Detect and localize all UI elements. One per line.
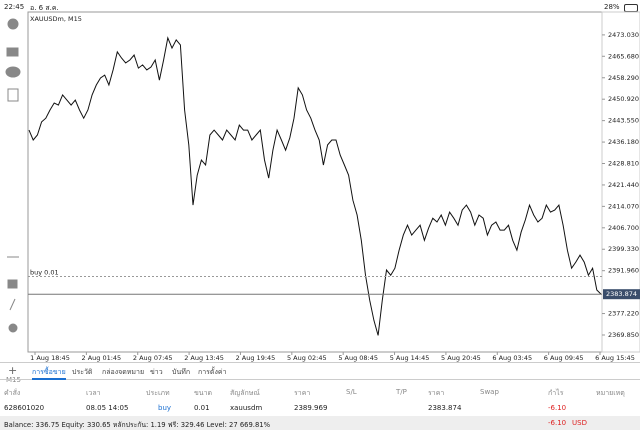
- chat-icon[interactable]: [5, 66, 21, 78]
- y-tick-label: 2465.680: [608, 52, 639, 60]
- tab[interactable]: บันทึก: [172, 368, 191, 376]
- column-header: ราคา: [428, 389, 445, 397]
- x-tick-label: 5 Aug 08:45: [338, 354, 378, 362]
- add-button[interactable]: +: [8, 364, 18, 377]
- x-tick-label: 2 Aug 19:45: [236, 354, 276, 362]
- x-tick-label: 2 Aug 13:45: [184, 354, 224, 362]
- column-header: T/P: [396, 388, 407, 396]
- column-header: สัญลักษณ์: [230, 389, 260, 397]
- x-tick-label: 2 Aug 01:45: [82, 354, 122, 362]
- cell: buy: [158, 404, 172, 412]
- column-header: คำสั่ง: [4, 389, 21, 397]
- x-tick-label: 6 Aug 03:45: [492, 354, 532, 362]
- column-header: ขนาด: [194, 389, 213, 397]
- column-header: เวลา: [86, 389, 101, 397]
- y-tick-label: 2450.920: [608, 95, 639, 103]
- column-header: Swap: [480, 388, 499, 396]
- y-tick-label: 2399.330: [608, 245, 639, 253]
- x-tick-label: 6 Aug 09:45: [544, 354, 584, 362]
- y-tick-label: 2406.700: [608, 224, 639, 232]
- timeframe[interactable]: M15: [6, 376, 21, 384]
- cell: 2383.874: [428, 404, 462, 412]
- price-line: [28, 36, 602, 336]
- tab[interactable]: กล่องจดหมาย: [102, 368, 145, 376]
- last-price-label: 2383.874: [606, 290, 637, 298]
- y-tick-label: 2473.030: [608, 31, 639, 39]
- column-header: ราคา: [294, 389, 311, 397]
- y-tick-label: 2458.290: [608, 74, 639, 82]
- y-tick-label: 2421.440: [608, 181, 639, 189]
- y-tick-label: 2443.550: [608, 117, 639, 125]
- battery: 28%: [604, 3, 620, 11]
- position-label: buy 0.01: [30, 268, 59, 276]
- y-tick-label: 2428.810: [608, 160, 639, 168]
- y-tick-label: 2369.850: [608, 331, 639, 339]
- tab-bar: [0, 362, 640, 380]
- summary: Balance: 336.75 Equity: 330.65 หลักประกั…: [4, 421, 271, 429]
- left-toolbar: M15: [5, 18, 21, 384]
- y-tick-label: 2391.960: [608, 267, 639, 275]
- status-date: อ. 6 ส.ค.: [30, 4, 59, 12]
- chart-frame: [27, 11, 603, 353]
- cell: 628601020: [4, 404, 45, 412]
- column-header: หมายเหตุ: [596, 389, 625, 397]
- cell: 2389.969: [294, 404, 328, 412]
- summary-currency: USD: [572, 419, 587, 427]
- indicator-icon[interactable]: [9, 298, 16, 311]
- tab[interactable]: ข่าว: [150, 368, 163, 376]
- summary-bar: [0, 416, 640, 430]
- column-header: ประเภท: [146, 389, 170, 397]
- tab[interactable]: ประวัติ: [72, 368, 93, 376]
- tab[interactable]: การซื้อขาย: [32, 367, 66, 380]
- account-icon[interactable]: [7, 18, 19, 30]
- cell: -6.10: [548, 404, 567, 412]
- y-tick-label: 2414.070: [608, 202, 639, 210]
- cell: xauusdm: [230, 404, 263, 412]
- cell: 08.05 14:05: [86, 404, 129, 412]
- x-tick-label: 2 Aug 07:45: [133, 354, 173, 362]
- y-tick-label: 2377.220: [608, 310, 639, 318]
- last-price-box: [603, 289, 640, 300]
- x-tick-label: 5 Aug 02:45: [287, 354, 327, 362]
- x-tick-label: 6 Aug 15:45: [595, 354, 635, 362]
- status-time: 22:45: [4, 3, 25, 11]
- objects-icon[interactable]: [8, 323, 18, 333]
- x-tick-label: 5 Aug 20:45: [441, 354, 481, 362]
- candle-icon[interactable]: [7, 279, 18, 289]
- trade-icon[interactable]: [6, 47, 19, 57]
- chart: XAUUSDm, M15 2473.030 2465.680 2458.290 245…: [27, 11, 640, 362]
- x-tick-label: 1 Aug 18:45: [30, 354, 70, 362]
- cell: 0.01: [194, 404, 210, 412]
- x-tick-label: 5 Aug 14:45: [390, 354, 430, 362]
- column-header: กำไร: [548, 389, 564, 397]
- new-icon[interactable]: [7, 88, 19, 102]
- chart-title: XAUUSDm, M15: [30, 15, 82, 23]
- y-tick-label: 2436.180: [608, 138, 639, 146]
- column-header: S/L: [346, 388, 357, 396]
- summary-profit: -6.10: [548, 419, 567, 427]
- tab[interactable]: การตั้งค่า: [198, 368, 227, 376]
- price-axis: [601, 11, 640, 353]
